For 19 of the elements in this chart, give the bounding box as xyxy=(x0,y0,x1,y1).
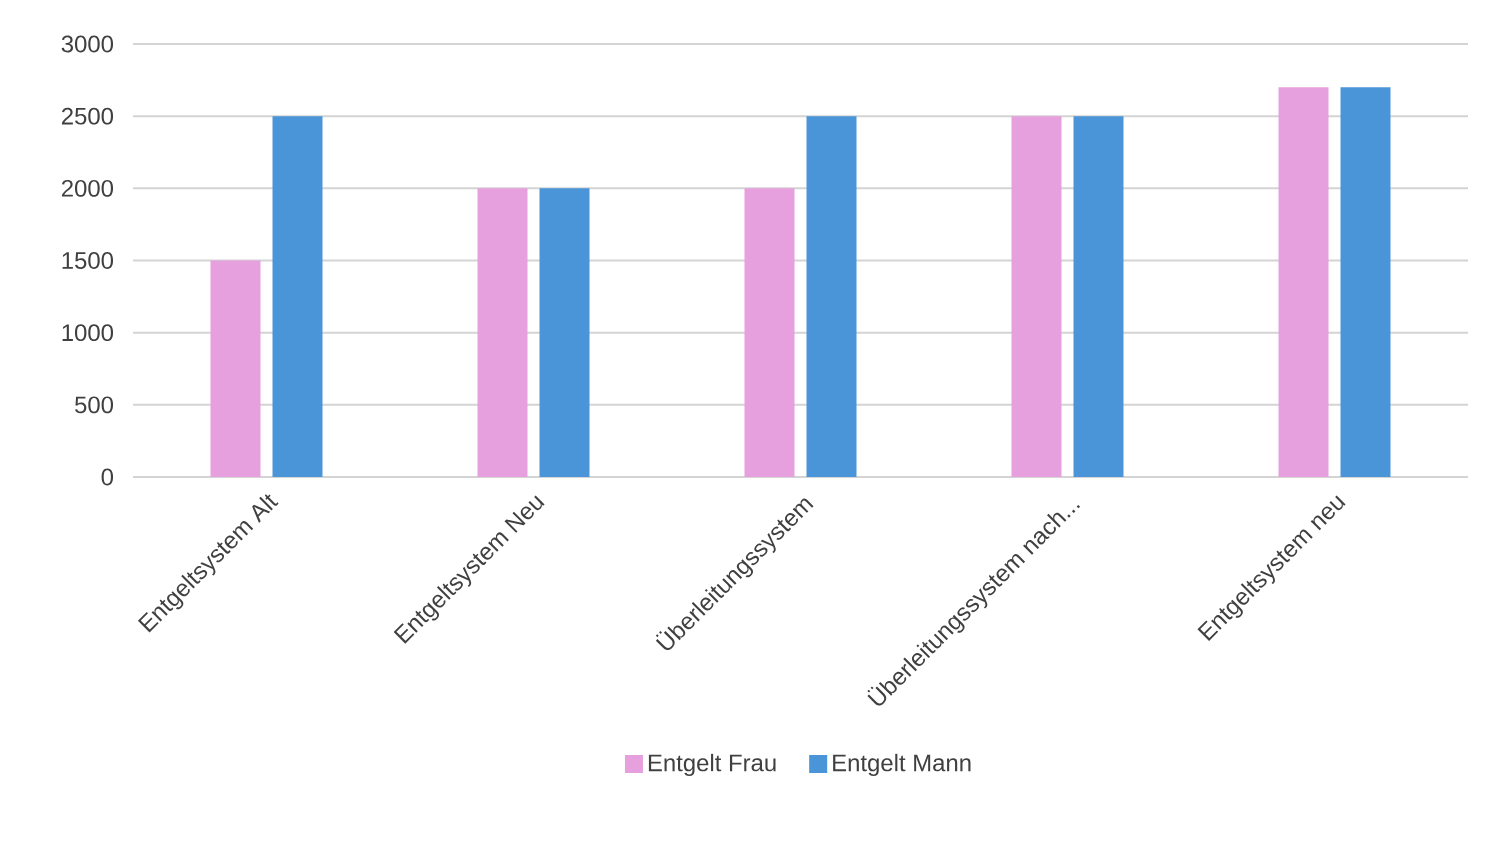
bar xyxy=(210,260,261,478)
y-tick-label: 0 xyxy=(101,468,114,486)
bar xyxy=(1278,87,1329,478)
y-tick-label: 1000 xyxy=(62,324,114,342)
bar xyxy=(1073,116,1124,478)
legend-label: Entgelt Mann xyxy=(833,753,971,777)
bar xyxy=(272,116,323,478)
bar xyxy=(1011,116,1062,478)
y-tick-label: 3000 xyxy=(61,35,114,53)
y-tick-label: 1500 xyxy=(62,252,114,269)
y-tick-label: 500 xyxy=(75,396,114,414)
y-tick-label: 2000 xyxy=(61,179,114,197)
bar xyxy=(1340,87,1391,478)
y-tick-label: 2500 xyxy=(61,107,114,125)
bar xyxy=(744,188,795,478)
bar xyxy=(539,188,590,478)
bar xyxy=(806,116,857,478)
legend-label: Entgelt Frau xyxy=(648,753,776,777)
bar xyxy=(477,188,528,478)
